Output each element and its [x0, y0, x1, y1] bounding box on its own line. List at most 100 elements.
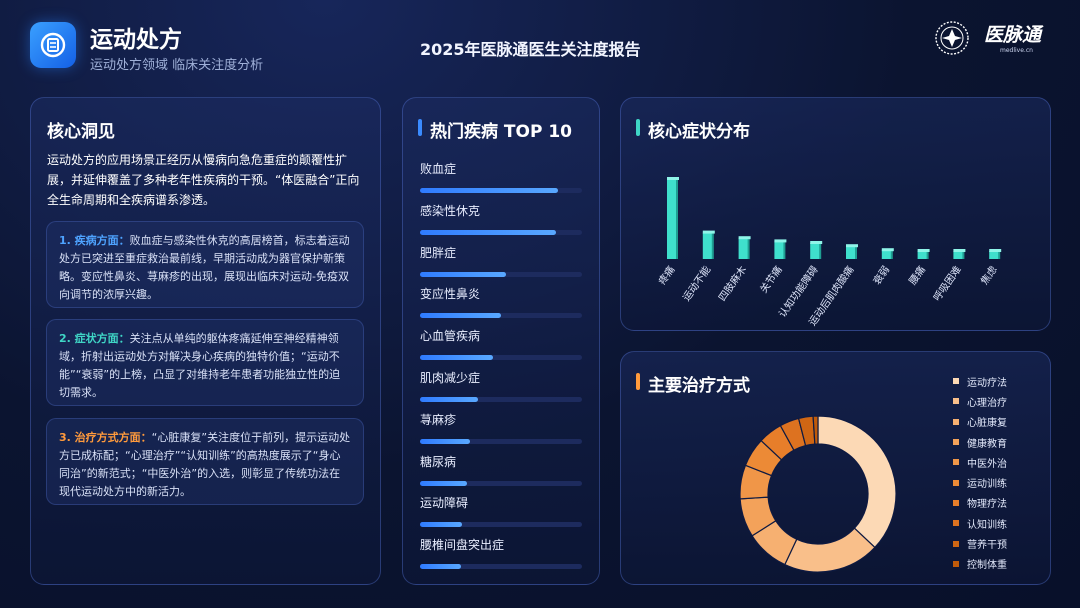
- top-disease-item: 肥胖症: [420, 244, 582, 277]
- symptom-bar-side: [782, 241, 786, 259]
- symptom-bar-top: [810, 241, 823, 244]
- donut-slices: [739, 415, 897, 573]
- legend-swatch: [953, 459, 959, 466]
- top-disease-bar: [420, 480, 467, 486]
- donut-slice: [817, 415, 897, 549]
- top-disease-track: [420, 271, 582, 277]
- symptom-bar-top: [953, 249, 966, 252]
- legend-swatch: [953, 520, 959, 527]
- legend-label: 运动训练: [967, 479, 1007, 491]
- top-disease-item: 心血管疾病: [420, 327, 582, 361]
- medical-book-icon: [40, 32, 66, 58]
- symptom-bar: [738, 238, 748, 259]
- top-disease-item: 糖尿病: [420, 453, 582, 486]
- top-disease-bar: [420, 188, 558, 193]
- legend-swatch: [953, 499, 959, 506]
- symptom-bar-side: [710, 232, 714, 259]
- symptom-bar-side: [746, 238, 750, 259]
- insight-card-symptom: 2. 症状方面：关注点从单纯的躯体疼痛延伸至神经精神领域，折射出运动处方对解决身…: [46, 319, 364, 406]
- donut-slice: [812, 415, 819, 445]
- symptom-bar: [846, 246, 855, 259]
- top-disease-item: 败血症: [420, 160, 582, 193]
- symptom-title: 核心症状分布: [648, 122, 750, 142]
- symptom-bar-side: [675, 179, 678, 259]
- symptom-bar-side: [818, 243, 822, 259]
- report-title: 2025年医脉通医生关注度报告: [420, 40, 641, 59]
- top-disease-label: 感染性休克: [420, 203, 481, 218]
- legend-item: 认知训练: [953, 513, 1007, 533]
- legend-label: 中医外治: [967, 458, 1007, 470]
- top-disease-bar: [420, 313, 501, 319]
- title-accent-bar: [418, 119, 422, 136]
- page-subtitle: 运动处方领域 临床关注度分析: [90, 58, 264, 73]
- symptom-bar: [917, 251, 927, 259]
- top-diseases-panel: [402, 97, 600, 585]
- top-disease-label: 心血管疾病: [420, 329, 481, 344]
- legend-swatch: [953, 418, 959, 425]
- donut-slice: [783, 527, 876, 573]
- brand-logo-sub: medlive.cn: [1000, 47, 1033, 54]
- page-title: 运动处方: [90, 27, 182, 53]
- legend-item: 控制体重: [953, 554, 1007, 574]
- legend-swatch: [953, 560, 959, 567]
- legend-label: 认知训练: [967, 519, 1007, 531]
- top-disease-track: [420, 229, 582, 235]
- top-disease-item: 运动障碍: [420, 494, 582, 528]
- legend-swatch: [953, 540, 959, 547]
- legend-swatch: [953, 378, 959, 385]
- symptom-category-label: 疼痛: [655, 263, 677, 287]
- legend-item: 营养干预: [953, 533, 1007, 553]
- symptom-bar-top: [989, 249, 1002, 252]
- legend-item: 心理治疗: [953, 391, 1007, 411]
- symptom-bar: [667, 179, 676, 259]
- legend-item: 运动训练: [953, 472, 1007, 492]
- top-disease-track: [420, 313, 582, 319]
- legend-item: 中医外治: [953, 452, 1007, 472]
- legend-item: 物理疗法: [953, 493, 1007, 513]
- legend-item: 心脏康复: [953, 412, 1007, 432]
- top-disease-bar: [420, 438, 471, 444]
- top-disease-bar: [420, 229, 557, 235]
- insight-card-disease: 1. 疾病方面：败血症与感染性休克的高居榜首，标志着运动处方已突进至重症救治最前…: [46, 221, 364, 308]
- symptom-bar-side: [854, 246, 857, 259]
- top-disease-label: 糖尿病: [420, 454, 457, 469]
- top-diseases-title: 热门疾病 TOP 10: [430, 122, 573, 142]
- symptom-bar-side: [997, 251, 1001, 259]
- legend-label: 物理疗法: [967, 499, 1007, 511]
- top-disease-track: [420, 188, 582, 193]
- top-disease-label: 变应性鼻炎: [420, 287, 481, 302]
- top-disease-item: 肌肉减少症: [420, 369, 582, 402]
- legend-label: 营养干预: [967, 540, 1007, 552]
- insight-title: 核心洞见: [47, 122, 115, 142]
- legend-label: 运动疗法: [967, 377, 1007, 389]
- treatment-legend: 运动疗法心理治疗心脏康复健康教育中医外治运动训练物理疗法认知训练营养干预控制体重: [953, 371, 1007, 574]
- legend-item: 运动疗法: [953, 371, 1007, 391]
- brand-logo: 医脉通: [984, 24, 1042, 46]
- top-disease-label: 肥胖症: [420, 245, 457, 260]
- top-disease-bar: [420, 355, 493, 361]
- legend-label: 心脏康复: [967, 418, 1007, 430]
- legend-label: 心理治疗: [967, 397, 1007, 409]
- symptom-bar: [989, 251, 999, 259]
- title-accent-bar: [636, 119, 640, 136]
- symptom-category-label: 运动不能: [680, 263, 714, 303]
- symptom-category-label: 呼吸困难: [931, 264, 964, 304]
- card-key: 2. 症状方面：: [59, 332, 130, 345]
- top-disease-label: 腰椎间盘突出症: [420, 538, 505, 553]
- top-disease-label: 荨麻疹: [420, 412, 457, 427]
- symptom-bar-top: [881, 248, 894, 252]
- symptom-bar-top: [702, 230, 715, 234]
- title-accent-bar: [636, 373, 640, 390]
- symptom-bar: [810, 243, 820, 259]
- seal-logo-icon: [935, 21, 969, 55]
- top-disease-label: 败血症: [420, 162, 457, 176]
- legend-label: 健康教育: [967, 438, 1007, 450]
- treatment-title: 主要治疗方式: [648, 376, 750, 396]
- card-text: 关注点从单纯的躯体疼痛延伸至神经精神领域，折射出运动处方对解决身心疾病的独特价值…: [59, 332, 341, 399]
- symptom-category-label: 四肢麻木: [715, 263, 749, 303]
- top-disease-track: [420, 480, 582, 486]
- symptom-bar: [881, 250, 891, 259]
- top-disease-track: [420, 564, 582, 570]
- top-disease-track: [420, 355, 582, 361]
